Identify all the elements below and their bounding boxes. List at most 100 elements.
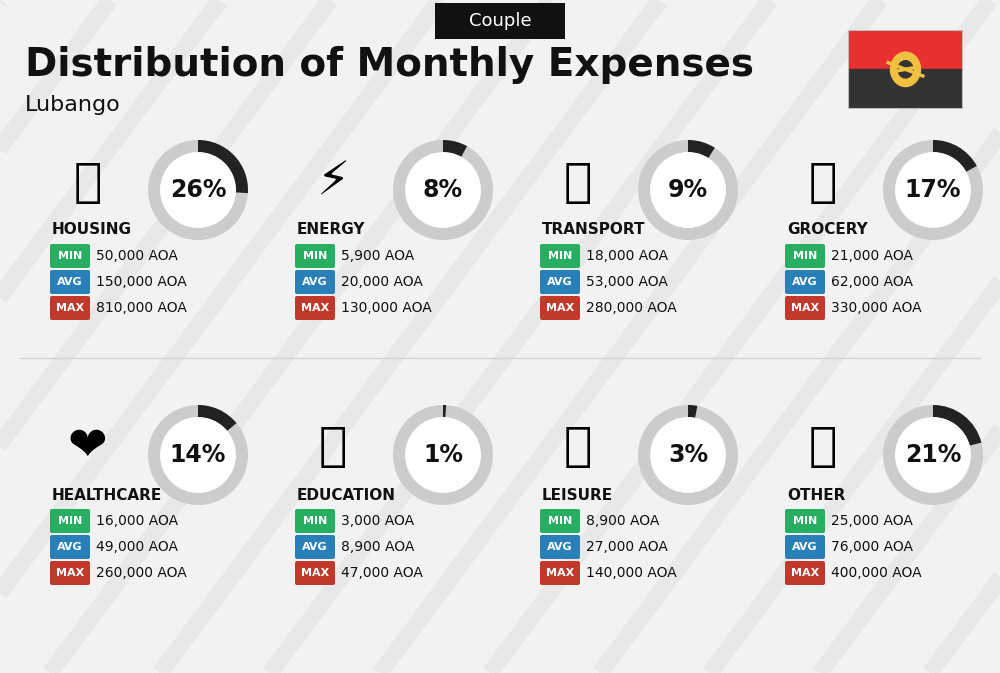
Text: 25,000 AOA: 25,000 AOA	[831, 514, 913, 528]
Text: AVG: AVG	[302, 542, 328, 552]
Text: 400,000 AOA: 400,000 AOA	[831, 566, 922, 580]
Text: 3%: 3%	[668, 443, 708, 467]
Text: AVG: AVG	[57, 277, 83, 287]
Bar	[848, 30, 963, 69]
Wedge shape	[638, 405, 738, 505]
Text: 🏢: 🏢	[74, 160, 102, 205]
Text: 3,000 AOA: 3,000 AOA	[341, 514, 414, 528]
Text: MAX: MAX	[56, 568, 84, 578]
Text: 810,000 AOA: 810,000 AOA	[96, 301, 187, 315]
Text: 8,900 AOA: 8,900 AOA	[586, 514, 659, 528]
FancyBboxPatch shape	[295, 296, 335, 320]
Text: 49,000 AOA: 49,000 AOA	[96, 540, 178, 554]
Wedge shape	[148, 405, 248, 505]
Text: 280,000 AOA: 280,000 AOA	[586, 301, 677, 315]
Text: AVG: AVG	[302, 277, 328, 287]
Text: 8%: 8%	[423, 178, 463, 202]
FancyBboxPatch shape	[50, 561, 90, 585]
Circle shape	[651, 418, 725, 492]
Text: 47,000 AOA: 47,000 AOA	[341, 566, 423, 580]
Text: 26%: 26%	[170, 178, 226, 202]
Text: MIN: MIN	[58, 251, 82, 261]
FancyBboxPatch shape	[540, 561, 580, 585]
Circle shape	[406, 418, 480, 492]
Text: ★: ★	[892, 54, 901, 64]
FancyBboxPatch shape	[50, 244, 90, 268]
FancyBboxPatch shape	[295, 535, 335, 559]
FancyBboxPatch shape	[295, 561, 335, 585]
Text: OTHER: OTHER	[787, 487, 845, 503]
Text: 20,000 AOA: 20,000 AOA	[341, 275, 423, 289]
Circle shape	[896, 418, 970, 492]
Wedge shape	[148, 140, 248, 240]
Text: MIN: MIN	[548, 516, 572, 526]
Wedge shape	[688, 405, 697, 418]
Text: 130,000 AOA: 130,000 AOA	[341, 301, 432, 315]
Circle shape	[891, 52, 920, 87]
FancyBboxPatch shape	[785, 535, 825, 559]
Text: 18,000 AOA: 18,000 AOA	[586, 249, 668, 263]
Wedge shape	[198, 140, 248, 193]
Text: MAX: MAX	[56, 303, 84, 313]
Circle shape	[898, 61, 913, 78]
FancyBboxPatch shape	[540, 244, 580, 268]
Text: ENERGY: ENERGY	[297, 223, 366, 238]
Text: EDUCATION: EDUCATION	[297, 487, 396, 503]
FancyBboxPatch shape	[785, 561, 825, 585]
Text: 260,000 AOA: 260,000 AOA	[96, 566, 187, 580]
Text: MAX: MAX	[546, 303, 574, 313]
FancyBboxPatch shape	[435, 3, 565, 39]
Text: 76,000 AOA: 76,000 AOA	[831, 540, 913, 554]
Text: MIN: MIN	[548, 251, 572, 261]
Text: AVG: AVG	[547, 277, 573, 287]
Wedge shape	[393, 140, 493, 240]
Text: 8,900 AOA: 8,900 AOA	[341, 540, 414, 554]
Text: MIN: MIN	[303, 516, 327, 526]
Text: HEALTHCARE: HEALTHCARE	[52, 487, 162, 503]
Text: MAX: MAX	[546, 568, 574, 578]
FancyBboxPatch shape	[50, 296, 90, 320]
Circle shape	[161, 418, 235, 492]
Circle shape	[161, 153, 235, 227]
Text: ❤️: ❤️	[68, 425, 108, 470]
FancyBboxPatch shape	[295, 244, 335, 268]
Text: MIN: MIN	[793, 251, 817, 261]
FancyBboxPatch shape	[540, 296, 580, 320]
Wedge shape	[443, 140, 467, 157]
Text: TRANSPORT: TRANSPORT	[542, 223, 646, 238]
Wedge shape	[688, 140, 715, 158]
Text: MAX: MAX	[791, 303, 819, 313]
FancyBboxPatch shape	[785, 244, 825, 268]
FancyBboxPatch shape	[295, 509, 335, 533]
Text: AVG: AVG	[792, 542, 818, 552]
Text: 💰: 💰	[809, 425, 837, 470]
Text: 🛒: 🛒	[809, 160, 837, 205]
FancyBboxPatch shape	[540, 535, 580, 559]
FancyBboxPatch shape	[50, 270, 90, 294]
Text: 🚌: 🚌	[564, 160, 592, 205]
Wedge shape	[443, 405, 446, 417]
Text: 🛍️: 🛍️	[564, 425, 592, 470]
Circle shape	[651, 153, 725, 227]
FancyBboxPatch shape	[50, 535, 90, 559]
Text: 53,000 AOA: 53,000 AOA	[586, 275, 668, 289]
Text: 5,900 AOA: 5,900 AOA	[341, 249, 414, 263]
Wedge shape	[393, 405, 493, 505]
Text: MIN: MIN	[303, 251, 327, 261]
Wedge shape	[933, 140, 977, 172]
Text: ⚡: ⚡	[316, 160, 350, 205]
Bar	[848, 69, 963, 109]
Text: 140,000 AOA: 140,000 AOA	[586, 566, 677, 580]
Text: Couple: Couple	[469, 12, 531, 30]
FancyBboxPatch shape	[540, 270, 580, 294]
Text: 9%: 9%	[668, 178, 708, 202]
FancyBboxPatch shape	[50, 509, 90, 533]
Wedge shape	[198, 405, 237, 431]
Text: AVG: AVG	[57, 542, 83, 552]
Circle shape	[896, 153, 970, 227]
Text: 27,000 AOA: 27,000 AOA	[586, 540, 668, 554]
FancyBboxPatch shape	[785, 270, 825, 294]
Wedge shape	[883, 405, 983, 505]
Text: 17%: 17%	[905, 178, 961, 202]
Circle shape	[406, 153, 480, 227]
